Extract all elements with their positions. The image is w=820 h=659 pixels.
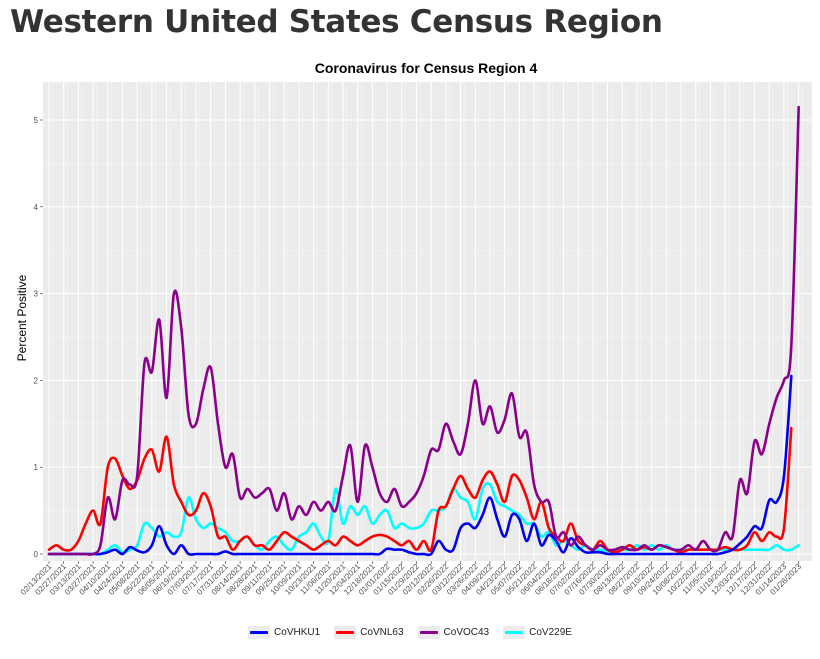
series-line-covoc43: [47, 105, 800, 556]
chart: Coronavirus for Census Region 4 Percent …: [15, 60, 812, 597]
legend-item-covnl63: CoVNL63: [334, 626, 404, 639]
legend: CoVHKU1 CoVNL63 CoVOC43 CoV229E: [0, 626, 820, 639]
y-tick-label: 0: [34, 550, 39, 559]
y-axis: 0 1 2 3 4 5: [34, 116, 43, 559]
legend-item-cov229e: CoV229E: [503, 626, 572, 639]
legend-key: [503, 626, 526, 639]
legend-key: [334, 626, 357, 639]
chart-title: Coronavirus for Census Region 4: [315, 60, 538, 76]
legend-label: CoVOC43: [443, 627, 490, 638]
y-tick-label: 2: [34, 376, 39, 385]
legend-item-covhku1: CoVHKU1: [248, 626, 320, 639]
page-heading: Western United States Census Region: [10, 4, 663, 40]
y-tick-label: 1: [34, 463, 39, 472]
legend-key: [248, 626, 271, 639]
y-tick-label: 5: [34, 116, 39, 125]
y-axis-label: Percent Positive: [15, 274, 29, 361]
series-line-covhku1: [47, 374, 793, 557]
y-tick-label: 3: [34, 290, 39, 299]
series-lines: [47, 105, 800, 557]
legend-label: CoV229E: [529, 627, 572, 638]
legend-item-covoc43: CoVOC43: [417, 626, 490, 639]
y-tick-label: 4: [34, 203, 39, 212]
legend-label: CoVNL63: [360, 627, 404, 638]
legend-label: CoVHKU1: [274, 627, 321, 638]
x-axis: 02/13/202102/27/202103/13/202103/27/2021…: [19, 561, 803, 597]
legend-key: [417, 626, 440, 639]
